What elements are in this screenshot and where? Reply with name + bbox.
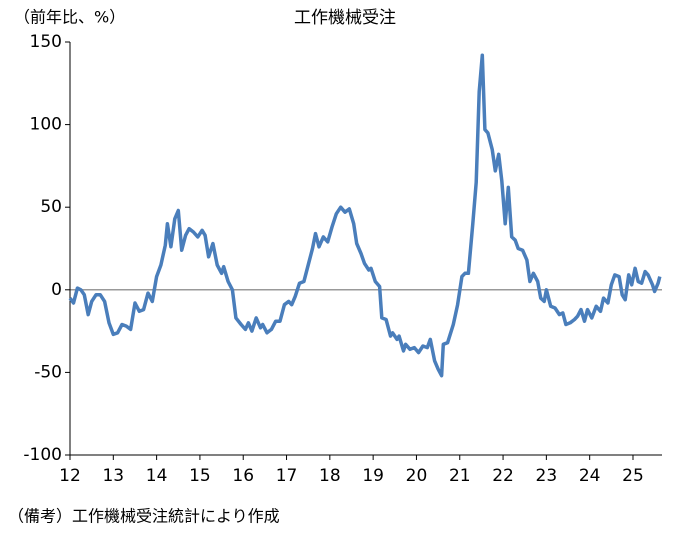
x-tick-label: 22 [492,466,514,486]
x-tick-label: 23 [536,466,558,486]
data-line [68,53,662,378]
x-tick-label: 17 [276,466,298,486]
note: （備考）工作機械受注統計により作成 [8,507,280,526]
x-tick-label: 24 [579,466,601,486]
y-tick-label: 0 [51,280,62,300]
y-tick-label: 150 [30,32,62,52]
y-tick-label: -50 [34,362,62,382]
y-tick-label: 100 [30,115,62,135]
chart-title: 工作機械受注 [294,8,396,28]
x-tick-label: 14 [146,466,168,486]
x-tick-label: 12 [59,466,81,486]
x-tick-label: 15 [189,466,211,486]
x-tick-label: 21 [449,466,471,486]
x-tick-label: 20 [406,466,428,486]
x-tick-label: 25 [622,466,644,486]
x-tick-label: 18 [319,466,341,486]
x-tick-label: 16 [232,466,254,486]
x-tick-label: 13 [102,466,124,486]
y-tick-label: -100 [23,445,62,465]
x-tick-label: 19 [362,466,384,486]
y-tick-label: 50 [40,197,62,217]
y-axis-label: （前年比、%） [14,8,125,27]
